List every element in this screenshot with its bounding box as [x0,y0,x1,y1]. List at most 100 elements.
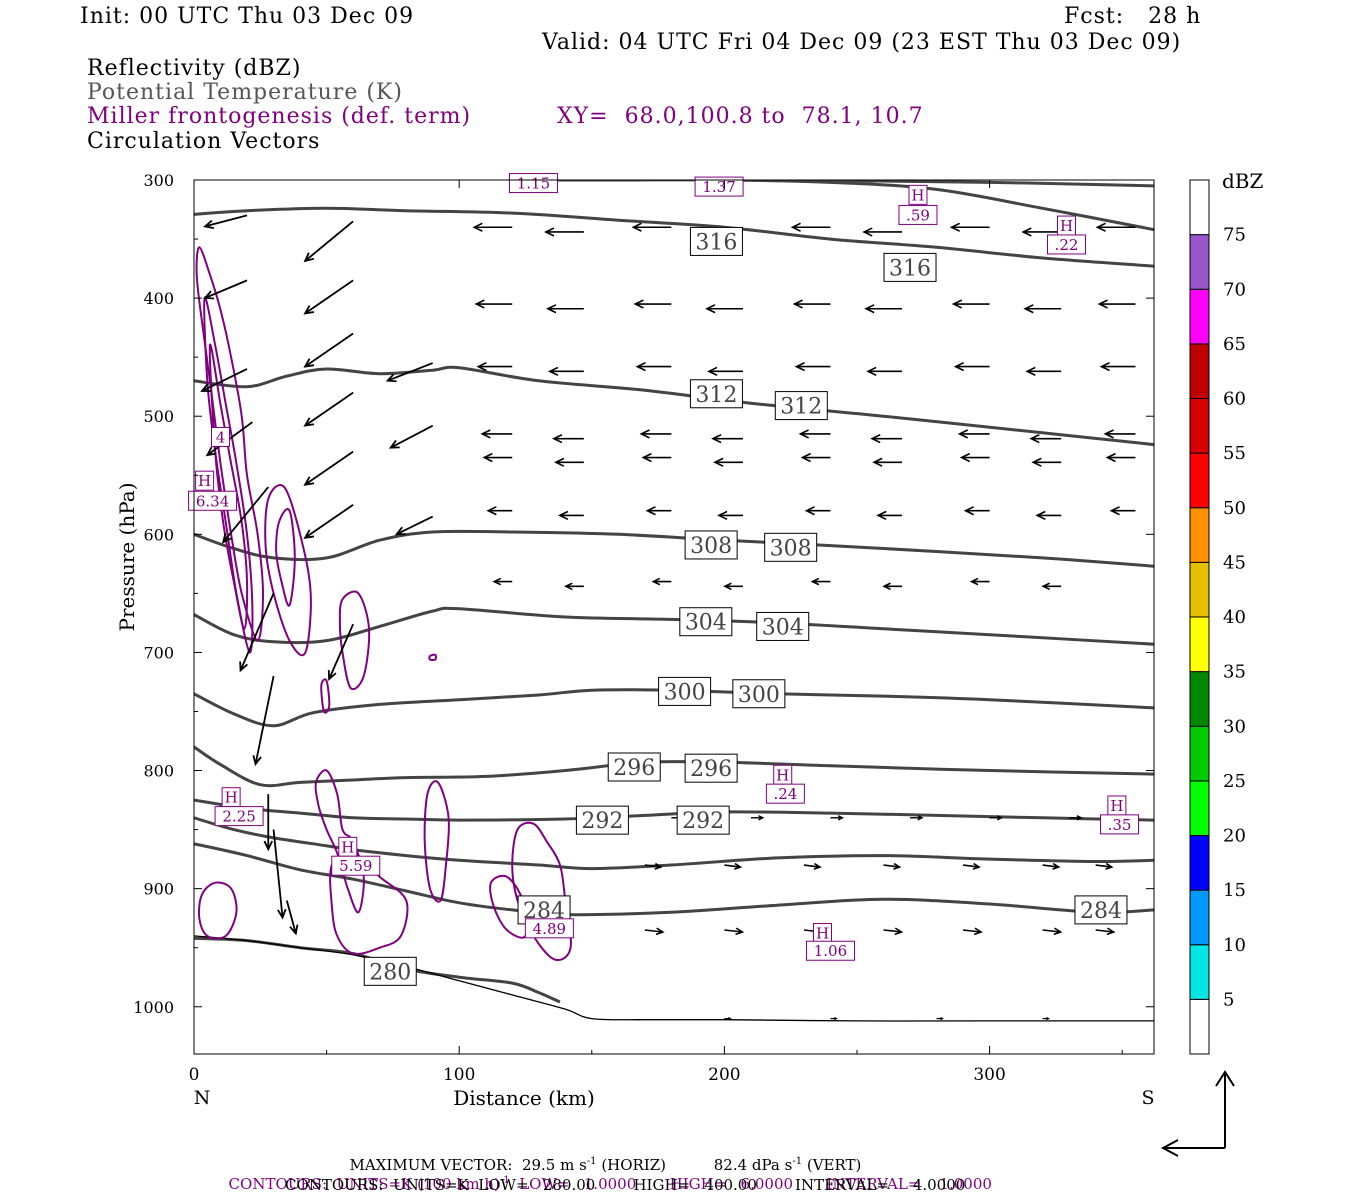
y-tick-label: 700 [143,643,174,662]
theta-label-text: 296 [613,756,655,781]
x-tick-label: 0 [189,1065,200,1085]
frontogenesis-label-text: 4 [216,428,226,446]
colorbar-label: 35 [1223,662,1246,683]
colorbar-title: dBZ [1222,169,1264,193]
circulation-vector [711,434,743,444]
legend-potential-temperature: Potential Temperature (K) [87,80,403,105]
circulation-vector [705,304,743,314]
theta-label: 284 [1074,895,1128,925]
frontogenesis-contour-range: LOW= 1.0000 HIGH= 6.0000 INTERVAL= 1.000… [509,1175,992,1193]
theta-label: 296 [607,752,661,782]
theta-label-text: 308 [690,534,732,559]
colorbar-bin [1189,561,1210,618]
colorbar-label: 15 [1223,880,1246,901]
theta-line-288 [194,816,1154,871]
colorbar-label: 30 [1223,716,1246,737]
circulation-vector [1097,299,1136,309]
circulation-vector [252,675,275,767]
circulation-vector [476,361,513,372]
frontogenesis-contour [264,484,312,657]
max-vector-horiz: 29.5 m s [521,1156,587,1174]
y-tick-label: 300 [143,171,174,190]
frontogenesis-label: H [1107,795,1127,816]
circulation-vector [633,299,672,309]
x-tick-label: 300 [973,1065,1005,1085]
circulation-vector [472,222,513,232]
colorbar-bin [1189,944,1210,1000]
circulation-vector [1069,815,1083,821]
circulation-vector [951,299,990,309]
colorbar-label: 40 [1223,607,1246,628]
circulation-vector [1041,582,1062,591]
theta-line-300 [194,688,1154,728]
colorbar-bin [1189,616,1210,673]
theta-line-320 [512,180,1154,232]
colorbar-bin [1189,452,1210,509]
frontogenesis-label: H [908,184,928,205]
circulation-vector [645,506,672,516]
circulation-vector [486,506,513,516]
y-axis-label: Pressure (hPa) [115,483,139,632]
circulation-vector [794,361,831,372]
circulation-vector [480,429,513,439]
init-time: Init: 00 UTC Thu 03 Dec 09 [80,4,415,29]
theta-label: 292 [575,805,629,835]
colorbar-label: 10 [1223,935,1246,956]
frontogenesis-label-text: H [816,925,829,943]
y-tick-label: 600 [143,525,174,544]
colorbar-label: 45 [1223,552,1246,573]
frontogenesis-label-text: H [198,472,211,490]
circulation-vector [285,900,299,936]
legend-circulation-vectors: Circulation Vectors [87,129,321,154]
circulation-vector [959,452,990,463]
frontogenesis-label: H [773,764,793,785]
max-vector-text: MAXIMUM VECTOR: 29.5 m s-1 (HORIZ) 82.4 … [340,1138,862,1174]
frontogenesis-label: 2.25 [214,806,264,827]
circulation-vector [810,577,831,586]
max-vector-horiz-exponent: -1 [586,1156,597,1167]
colorbar-label: 60 [1223,389,1246,410]
circulation-vector [543,227,584,237]
colorbar-bin [1189,780,1210,836]
circulation-vector [792,299,831,309]
circulation-vector [303,450,354,486]
theta-label: 304 [756,611,810,641]
circulation-vector [303,279,354,315]
circulation-vector [388,424,434,449]
x-tick-label: 100 [443,1065,475,1085]
frontogenesis-label: .24 [765,783,805,804]
circulation-vector [545,304,584,314]
theta-label: 300 [732,679,786,709]
theta-label: 312 [774,391,828,421]
circulation-vector [969,577,990,586]
theta-label-text: 312 [780,395,822,420]
theta-label: 296 [684,753,738,783]
forecast-hour: Fcst: 28 h [1064,4,1202,29]
colorbar-label: 70 [1223,279,1246,300]
circulation-vector [724,862,743,870]
circulation-vector [876,510,903,521]
frontogenesis-label-text: .22 [1055,236,1079,254]
circulation-vector [1042,927,1063,936]
theta-label-text: 300 [738,683,780,708]
frontogenesis-label-text: 4.89 [533,920,566,938]
circulation-vector [482,452,513,463]
circulation-vectors [200,214,1136,1021]
colorbar-bin [1189,671,1210,727]
terrain-line [194,935,1154,1022]
circulation-vector [644,927,665,936]
south-label: S [1141,1087,1154,1109]
x-tick-label: 200 [708,1065,740,1085]
circulation-vector [474,299,513,309]
circulation-vector [1095,222,1136,232]
y-tick-label: 900 [143,880,174,899]
frontogenesis-contour-info: CONTOURS: UNITS=K (100 km h)-1 LOW= 1.00… [219,1157,992,1193]
circulation-vector [870,434,903,444]
theta-label-text: 292 [682,809,724,834]
colorbar-bin [1189,998,1210,1055]
frontogenesis-contour [423,780,450,903]
colorbar-bin [1189,507,1210,563]
y-tick-label: 1000 [133,998,174,1017]
colorbar-bin [1189,179,1210,236]
theta-label: 292 [676,805,730,835]
